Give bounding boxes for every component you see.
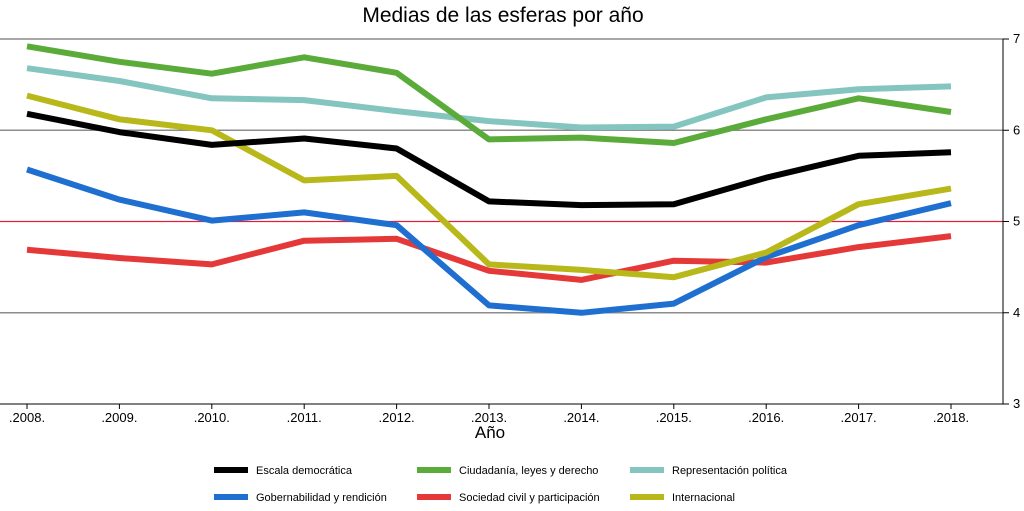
chart-title: Medias de las esferas por año	[362, 4, 643, 27]
x-tick-label: .2012.	[379, 410, 415, 425]
y-tick-label: 4	[1013, 305, 1020, 320]
series-line-0	[26, 110, 952, 209]
legend-label: Representación política	[672, 465, 788, 477]
y-tick-label: 7	[1013, 31, 1020, 46]
grid	[0, 38, 1003, 314]
legend-label: Internacional	[672, 492, 735, 504]
x-tick-label: .2008.	[9, 410, 45, 425]
legend-item: Gobernabilidad y rendición	[214, 492, 387, 504]
x-tick-label: .2014.	[563, 410, 599, 425]
y-tick-label: 6	[1013, 122, 1020, 137]
legend-item: Sociedad civil y participación	[417, 492, 600, 504]
x-tick-label: .2017.	[841, 410, 877, 425]
y-axis: 3 4 5 6 7	[1002, 31, 1020, 411]
x-tick-label: .2015.	[656, 410, 692, 425]
x-tick-label: .2009.	[101, 410, 137, 425]
y-tick-label: 5	[1013, 214, 1020, 229]
legend-item: Escala democrática	[214, 465, 353, 477]
x-tick-label: .2011.	[287, 410, 322, 425]
x-tick-label: .2010.	[194, 410, 230, 425]
legend-label: Sociedad civil y participación	[459, 492, 600, 504]
legend: Escala democrática Ciudadanía, leyes y de…	[214, 465, 788, 504]
series-line-5	[26, 92, 952, 281]
x-tick-label: .2013.	[471, 410, 507, 425]
x-axis-label: Año	[475, 423, 505, 442]
series-line-1	[26, 43, 952, 146]
series-line-3	[26, 166, 952, 316]
series-line-4	[26, 233, 952, 283]
x-tick-label: .2016.	[748, 410, 784, 425]
y-tick-label: 3	[1013, 396, 1020, 411]
legend-label: Ciudadanía, leyes y derecho	[459, 465, 598, 477]
legend-item: Representación política	[630, 465, 788, 477]
legend-label: Escala democrática	[256, 465, 353, 477]
x-axis: .2008. .2009. .2010. .2011. .2012. .2013. .201…	[0, 403, 1003, 425]
legend-item: Ciudadanía, leyes y derecho	[417, 465, 598, 477]
legend-label: Gobernabilidad y rendición	[256, 492, 387, 504]
x-tick-label: .2018.	[933, 410, 969, 425]
legend-item: Internacional	[630, 492, 735, 504]
plot-area	[26, 43, 952, 316]
series-line-2	[26, 65, 952, 131]
